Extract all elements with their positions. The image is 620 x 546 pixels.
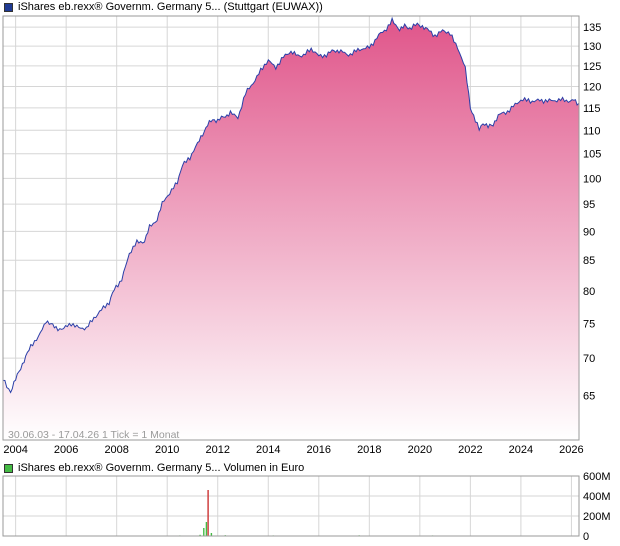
price-tick-label: 120 xyxy=(583,81,601,93)
volume-bar xyxy=(210,533,213,536)
year-tick-label: 2008 xyxy=(104,444,128,456)
year-tick-label: 2024 xyxy=(509,444,533,456)
volume-tick-label: 400M xyxy=(583,491,611,503)
year-tick-label: 2018 xyxy=(357,444,381,456)
price-legend-swatch xyxy=(4,2,13,12)
volume-grid xyxy=(3,475,579,537)
price-tick-label: 100 xyxy=(583,173,601,185)
year-tick-label: 2022 xyxy=(458,444,482,456)
year-tick-label: 2014 xyxy=(256,444,280,456)
volume-legend: iShares eb.rexx® Governm. Germany 5... V… xyxy=(4,461,304,475)
year-tick-label: 2004 xyxy=(3,444,27,456)
year-tick-label: 2026 xyxy=(559,444,583,456)
price-tick-label: 70 xyxy=(583,353,595,365)
price-tick-label: 90 xyxy=(583,226,595,238)
price-tick-label: 105 xyxy=(583,149,601,161)
price-legend-label: iShares eb.rexx® Governm. Germany 5... (… xyxy=(18,1,323,13)
price-tick-label: 95 xyxy=(583,199,595,211)
price-tick-label: 110 xyxy=(583,125,601,137)
volume-tick-label: 0 xyxy=(583,531,589,543)
volume-tick-label: 600M xyxy=(583,471,611,483)
price-tick-label: 80 xyxy=(583,286,595,298)
price-tick-label: 125 xyxy=(583,61,601,73)
price-tick-label: 85 xyxy=(583,255,595,267)
volume-legend-swatch xyxy=(4,463,13,473)
year-tick-label: 2020 xyxy=(408,444,432,456)
year-tick-label: 2010 xyxy=(155,444,179,456)
price-tick-label: 130 xyxy=(583,41,601,53)
price-tick-label: 65 xyxy=(583,390,595,402)
price-tick-label: 115 xyxy=(583,103,601,115)
price-area-fill xyxy=(3,18,579,440)
volume-plot-frame xyxy=(2,475,580,537)
price-y-axis: 65 70 75 80 85 90 95 100 105 110 115 120 125 130 135 xyxy=(583,22,601,402)
volume-bars xyxy=(14,490,560,536)
year-tick-label: 2012 xyxy=(205,444,229,456)
volume-legend-label: iShares eb.rexx® Governm. Germany 5... V… xyxy=(18,462,305,474)
volume-bar xyxy=(199,534,201,536)
price-tick-label: 75 xyxy=(583,318,595,330)
price-plot-frame xyxy=(2,15,580,441)
volume-bar xyxy=(205,522,208,536)
time-x-axis: 2004 2006 2008 2010 2012 2014 2016 2018 2020 2022… xyxy=(3,444,583,456)
year-tick-label: 2006 xyxy=(54,444,78,456)
volume-y-axis: 0 200M 400M 600M xyxy=(583,471,611,543)
price-line xyxy=(3,16,579,394)
price-tick-label: 135 xyxy=(583,22,601,34)
price-legend: iShares eb.rexx® Governm. Germany 5... (… xyxy=(4,0,323,14)
year-tick-label: 2016 xyxy=(307,444,331,456)
date-range-note: 30.06.03 - 17.04.26 1 Tick = 1 Monat xyxy=(8,429,179,441)
volume-bar xyxy=(203,528,205,536)
volume-bar xyxy=(207,490,209,536)
price-area xyxy=(3,16,579,440)
volume-tick-label: 200M xyxy=(583,511,611,523)
